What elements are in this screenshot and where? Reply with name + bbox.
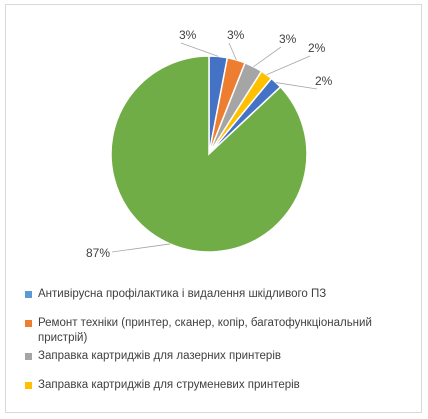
data-label-laser-refill: 3% [279,32,297,46]
leader-line-laser-refill [253,46,282,68]
legend-item-repair: Ремонт техніки (принтер, сканер, копір, … [25,316,410,346]
legend-swatch-inkjet-refill [25,382,32,389]
data-label-other: 2% [315,74,333,88]
data-labels: 3% 3% 3% 2% 2% 87% [86,28,333,260]
legend: Антивірусна профілактика і видалення шкі… [25,287,410,407]
data-label-main: 87% [86,246,110,260]
leader-line-other [276,82,318,90]
legend-label-repair: Ремонт техніки (принтер, сканер, копір, … [38,317,372,344]
legend-label-laser-refill: Заправка картриджів для лазерних принтер… [38,350,281,362]
legend-swatch-repair [25,320,32,327]
legend-swatch-antivirus [25,291,32,298]
legend-swatch-laser-refill [25,353,32,360]
legend-item-antivirus: Антивірусна профілактика і видалення шкі… [25,287,410,302]
chart-area: 3% 3% 3% 2% 2% 87% Антивірусна профілактика і… [5,4,422,413]
legend-label-inkjet-refill: Заправка картриджів для струменевих прин… [38,379,300,391]
pie-chart: 3% 3% 3% 2% 2% 87% [86,28,333,260]
leader-line-main [111,243,171,253]
legend-label-antivirus: Антивірусна профілактика і видалення шкі… [38,288,327,300]
legend-item-inkjet-refill: Заправка картриджів для струменевих прин… [25,378,410,393]
leader-line-repair [228,42,237,61]
leader-line-antivirus [180,42,219,57]
legend-item-laser-refill: Заправка картриджів для лазерних принтер… [25,349,410,364]
data-label-repair: 3% [227,28,245,42]
pie-slice-main [110,55,308,253]
leader-line-inkjet-refill [266,55,311,76]
pie-slices [110,55,308,253]
leader-lines [111,42,318,253]
data-label-antivirus: 3% [179,28,197,42]
data-label-inkjet-refill: 2% [308,41,326,55]
